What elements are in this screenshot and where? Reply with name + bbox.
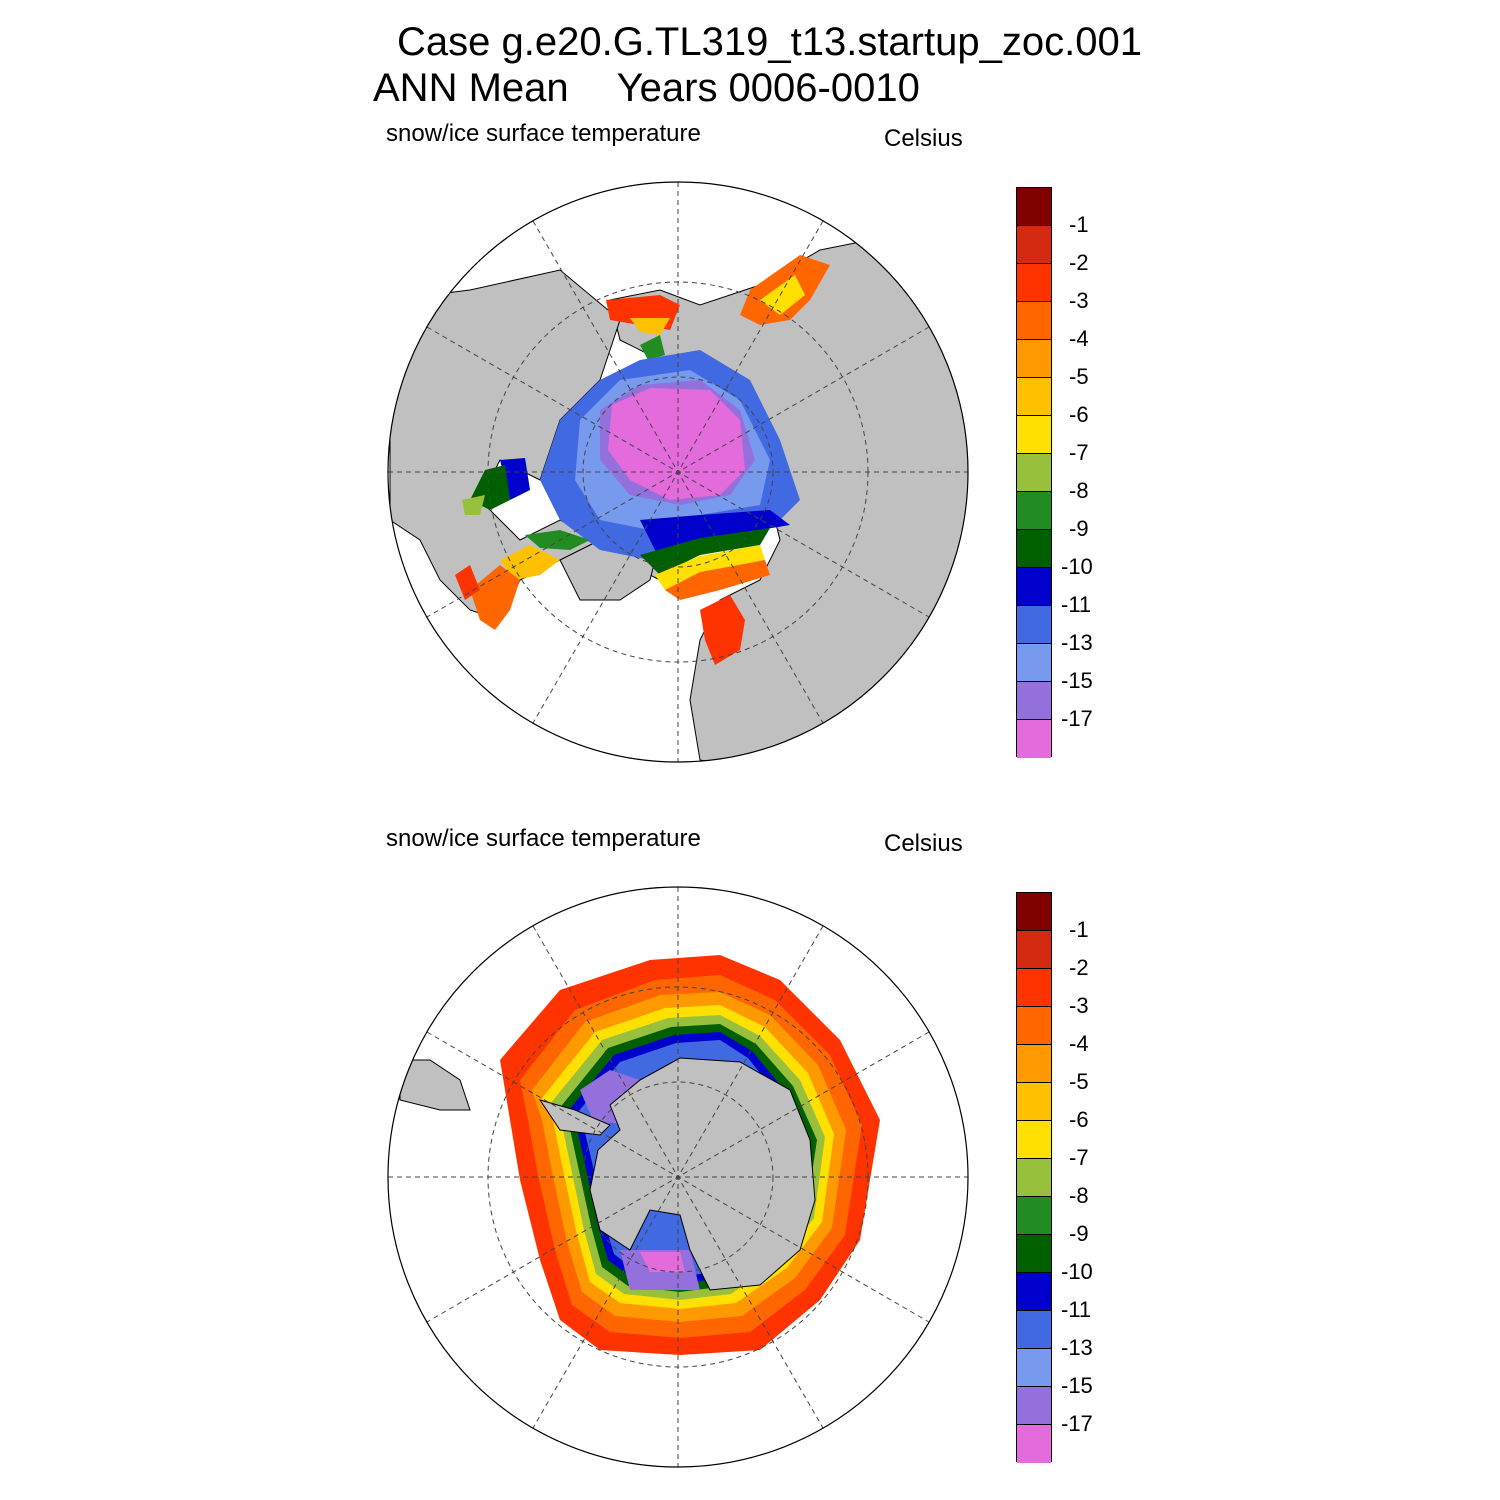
colorbar-tick-label: -17 — [1061, 706, 1093, 731]
colorbar-swatch — [1017, 454, 1051, 492]
colorbar-tick-label: -9 — [1069, 516, 1089, 541]
colorbar-swatch — [1017, 1273, 1051, 1311]
season-label: ANN Mean — [373, 66, 569, 110]
colorbar-tick-label: -3 — [1069, 993, 1089, 1018]
colorbar-swatch — [1017, 188, 1051, 226]
south-land-antarctica — [589, 1057, 816, 1291]
colorbar-swatch — [1017, 893, 1051, 931]
north-variable-label: snow/ice surface temperature — [386, 120, 701, 147]
colorbar-swatch — [1017, 568, 1051, 606]
colorbar-tick-label: -6 — [1069, 402, 1089, 427]
colorbar-swatch — [1017, 226, 1051, 264]
colorbar-swatch — [1017, 1007, 1051, 1045]
colorbar-swatch — [1017, 1197, 1051, 1235]
north-polar-map — [387, 181, 969, 763]
south-polar-map — [387, 886, 969, 1468]
colorbar-tick-label: -4 — [1069, 1031, 1089, 1056]
colorbar-swatch — [1017, 416, 1051, 454]
colorbar-swatch — [1017, 1349, 1051, 1387]
colorbar-tick-label: -17 — [1061, 1411, 1093, 1436]
colorbar-tick-label: -7 — [1069, 1145, 1089, 1170]
colorbar-swatch — [1017, 1387, 1051, 1425]
south-colorbar — [1016, 892, 1052, 1463]
plot-title-period: ANN Mean Years 0006-0010 — [373, 66, 920, 110]
colorbar-tick-label: -15 — [1061, 668, 1093, 693]
colorbar-tick-label: -9 — [1069, 1221, 1089, 1246]
colorbar-swatch — [1017, 931, 1051, 969]
colorbar-tick-label: -13 — [1061, 630, 1093, 655]
colorbar-swatch — [1017, 720, 1051, 758]
colorbar-swatch — [1017, 264, 1051, 302]
colorbar-swatch — [1017, 1425, 1051, 1463]
colorbar-tick-label: -3 — [1069, 288, 1089, 313]
colorbar-tick-label: -10 — [1061, 1259, 1093, 1284]
south-land-south-america — [399, 1059, 471, 1111]
colorbar-swatch — [1017, 378, 1051, 416]
colorbar-tick-label: -4 — [1069, 326, 1089, 351]
colorbar-swatch — [1017, 1045, 1051, 1083]
colorbar-swatch — [1017, 644, 1051, 682]
colorbar-tick-label: -5 — [1069, 1069, 1089, 1094]
colorbar-swatch — [1017, 1159, 1051, 1197]
colorbar-tick-label: -2 — [1069, 250, 1089, 275]
south-variable-label: snow/ice surface temperature — [386, 825, 701, 852]
colorbar-tick-label: -11 — [1061, 1297, 1092, 1322]
colorbar-swatch — [1017, 682, 1051, 720]
colorbar-tick-label: -2 — [1069, 955, 1089, 980]
colorbar-swatch — [1017, 340, 1051, 378]
north-units-label: Celsius — [884, 125, 963, 152]
colorbar-swatch — [1017, 492, 1051, 530]
colorbar-tick-label: -10 — [1061, 554, 1093, 579]
colorbar-swatch — [1017, 302, 1051, 340]
colorbar-tick-label: -13 — [1061, 1335, 1093, 1360]
south-units-label: Celsius — [884, 830, 963, 857]
colorbar-tick-label: -15 — [1061, 1373, 1093, 1398]
colorbar-swatch — [1017, 1311, 1051, 1349]
colorbar-swatch — [1017, 969, 1051, 1007]
colorbar-tick-label: -1 — [1069, 917, 1089, 942]
colorbar-tick-label: -1 — [1069, 212, 1089, 237]
colorbar-tick-label: -11 — [1061, 592, 1092, 617]
north-colorbar — [1016, 187, 1052, 758]
colorbar-tick-label: -7 — [1069, 440, 1089, 465]
colorbar-swatch — [1017, 1083, 1051, 1121]
colorbar-tick-label: -8 — [1069, 478, 1089, 503]
plot-title-case: Case g.e20.G.TL319_t13.startup_zoc.001 — [397, 20, 1142, 64]
colorbar-tick-label: -5 — [1069, 364, 1089, 389]
colorbar-swatch — [1017, 530, 1051, 568]
colorbar-tick-label: -6 — [1069, 1107, 1089, 1132]
colorbar-tick-label: -8 — [1069, 1183, 1089, 1208]
colorbar-swatch — [1017, 1121, 1051, 1159]
years-label: Years 0006-0010 — [616, 66, 920, 110]
colorbar-swatch — [1017, 1235, 1051, 1273]
colorbar-swatch — [1017, 606, 1051, 644]
